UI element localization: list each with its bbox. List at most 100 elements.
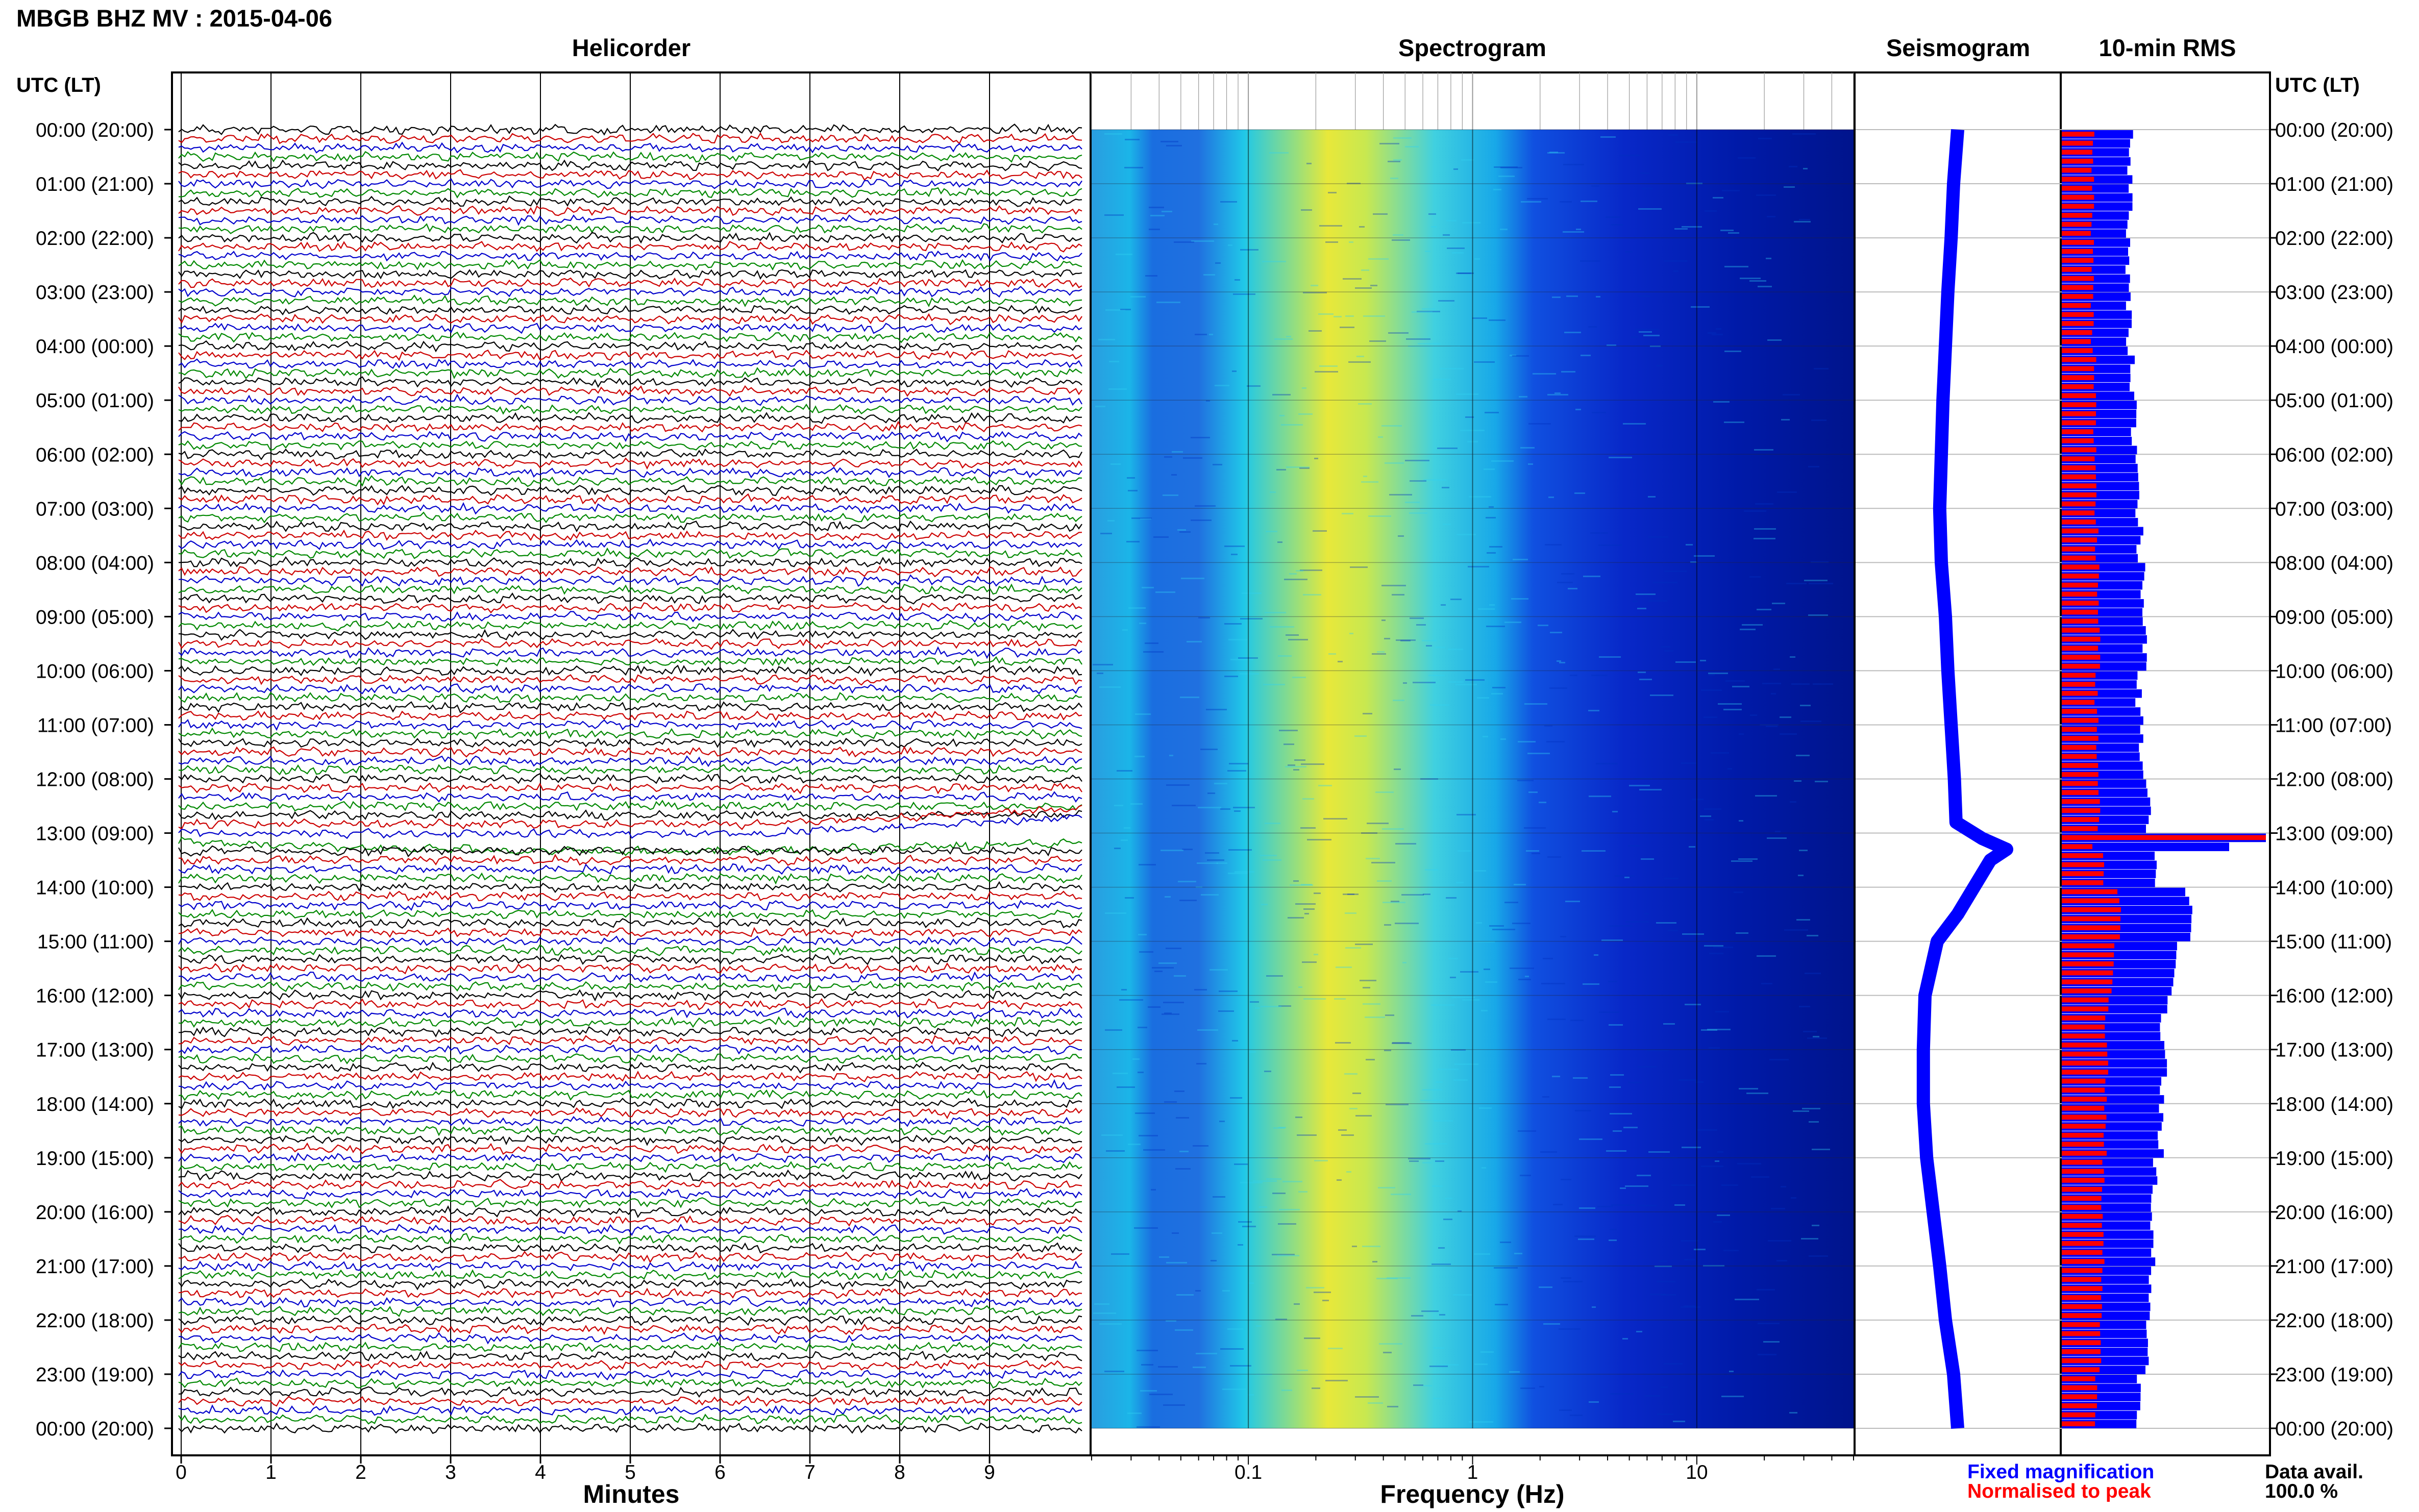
spectrogram-streak <box>1176 1117 1189 1119</box>
spectrogram-streak <box>1799 219 1810 220</box>
spectrogram-streak <box>1179 900 1197 901</box>
spectrogram-streak <box>1153 536 1169 538</box>
time-tick-label-left: 10:00 (06:00) <box>36 660 154 682</box>
time-tick-label-left: 15:00 (11:00) <box>37 931 154 953</box>
spectrogram-streak <box>1805 973 1821 974</box>
spectrogram-streak <box>1717 1214 1730 1216</box>
spectrogram-streak <box>1139 623 1146 624</box>
rms-bar-normalised <box>2062 537 2097 542</box>
rms-bar-normalised <box>2062 312 2094 317</box>
spectrogram-streak <box>1734 891 1743 893</box>
spectrogram-streak <box>1276 469 1286 470</box>
helicorder-trace <box>178 485 1082 497</box>
spectrogram-streak <box>1517 780 1534 781</box>
rms-bar-normalised <box>2062 871 2104 876</box>
spectrogram-streak <box>1438 1069 1459 1070</box>
spectrogram-streak <box>1418 343 1441 344</box>
rms-bar-normalised <box>2062 1403 2097 1408</box>
spectrogram-streak <box>1401 894 1424 896</box>
spectrogram-streak <box>1784 186 1795 188</box>
spectrogram-streak <box>1462 999 1479 1001</box>
helicorder-trace <box>178 1053 1082 1064</box>
spectrogram-streak <box>1757 609 1771 610</box>
helicorder-trace <box>178 574 1082 587</box>
spectrogram-streak <box>1164 1012 1172 1014</box>
spectrogram-streak <box>1230 1097 1242 1099</box>
spectrogram-streak <box>1790 656 1795 658</box>
helicorder-trace <box>178 132 1082 145</box>
rms-bar-normalised <box>2062 673 2096 678</box>
spectrogram-streak <box>1093 664 1113 665</box>
spectrogram-streak <box>1260 855 1277 856</box>
spectrogram-streak <box>1306 1287 1324 1288</box>
spectrogram-streak <box>1099 1323 1122 1325</box>
spectrogram-streak <box>1345 912 1356 914</box>
spectrogram-streak <box>1234 810 1241 812</box>
spectrogram-streak <box>1297 1134 1317 1136</box>
spectrogram-streak <box>1391 1194 1411 1195</box>
spectrogram-streak <box>1700 660 1706 661</box>
rms-bar-normalised <box>2062 835 2266 840</box>
spectrogram-streak <box>1811 419 1826 421</box>
spectrogram-streak <box>1098 339 1115 340</box>
spectrogram-streak <box>1803 1031 1817 1032</box>
spectrogram-streak <box>1546 741 1565 742</box>
helicorder-xtick-label: 2 <box>355 1461 366 1483</box>
spectrogram-streak <box>1234 1163 1248 1165</box>
helicorder-trace <box>178 872 1082 885</box>
spectrogram-streak <box>1563 231 1584 233</box>
spectrogram-streak <box>1713 197 1723 199</box>
spectrogram-streak <box>1294 759 1305 761</box>
spectrogram-streak <box>1708 332 1716 334</box>
rms-bar-normalised <box>2062 1331 2101 1336</box>
spectrogram-streak <box>1278 1127 1286 1128</box>
helicorder-trace <box>178 178 1082 189</box>
rms-bar-normalised <box>2062 366 2094 371</box>
spectrogram-streak <box>1109 361 1119 362</box>
spectrogram-streak <box>1721 1396 1744 1397</box>
spectrogram-streak <box>1416 624 1426 626</box>
spectrogram-streak <box>1363 713 1372 714</box>
spectrogram-streak <box>1281 424 1303 426</box>
spectrogram-streak <box>1363 1003 1380 1005</box>
spectrogram-streak <box>1238 1244 1243 1246</box>
helicorder-trace <box>178 367 1082 380</box>
spectrogram-streak <box>1405 146 1419 147</box>
spectrogram-streak <box>1575 409 1581 410</box>
spectrogram-streak <box>1220 201 1237 203</box>
spectrogram-streak <box>1812 1225 1819 1226</box>
rms-bar-normalised <box>2062 844 2092 849</box>
spectrogram-streak <box>1355 1396 1379 1398</box>
spectrogram-streak <box>1611 224 1623 226</box>
spectrogram-streak <box>1568 588 1577 589</box>
right-axis-label: UTC (LT) <box>2275 74 2360 96</box>
spectrogram-streak <box>1205 852 1219 854</box>
helicorder-trace <box>178 286 1082 298</box>
helicorder-trace <box>178 1422 1082 1434</box>
spectrogram-streak <box>1139 864 1156 865</box>
spectrogram-streak <box>1599 1011 1619 1013</box>
rms-bar-normalised <box>2062 1213 2103 1219</box>
spectrogram-streak <box>1589 1401 1599 1403</box>
spectrogram-streak <box>1363 987 1370 988</box>
rms-bar-normalised <box>2062 1087 2105 1093</box>
spectrogram-streak <box>1701 1166 1723 1167</box>
spectrogram-streak <box>1642 188 1652 189</box>
spectrogram-streak <box>1659 1260 1667 1262</box>
spectrogram-streak <box>1430 704 1449 706</box>
helicorder-trace <box>178 349 1082 361</box>
helicorder-trace <box>178 385 1082 397</box>
rms-bar-normalised <box>2062 1286 2103 1291</box>
spectrogram-streak <box>1791 1197 1796 1199</box>
helicorder-trace <box>178 195 1082 208</box>
spectrogram-streak <box>1394 769 1401 770</box>
helicorder-trace <box>178 782 1082 795</box>
spectrogram-streak <box>1549 152 1558 153</box>
spectrogram-streak <box>1335 1042 1351 1044</box>
spectrogram-streak <box>1547 394 1568 395</box>
spectrogram-streak <box>1739 733 1744 735</box>
spectrogram-streak <box>1709 953 1723 954</box>
spectrogram-streak <box>1198 617 1210 618</box>
spectrogram-streak <box>1451 1049 1466 1051</box>
spectrogram-streak <box>1803 168 1808 169</box>
